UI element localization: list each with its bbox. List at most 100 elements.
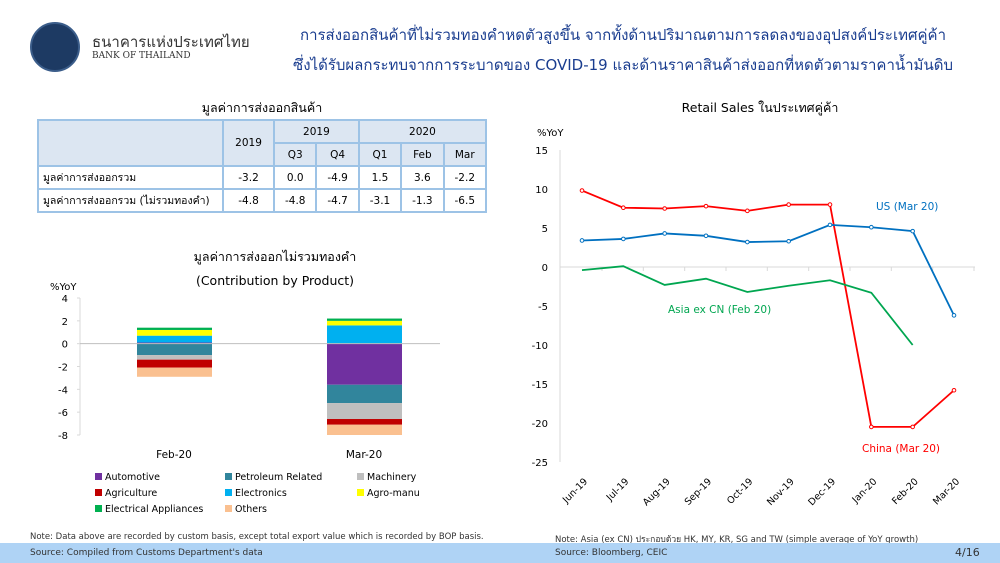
legend-item: Electronics: [225, 488, 287, 499]
data-point: [827, 222, 833, 228]
note-left: Note: Data above are recorded by custom …: [30, 532, 484, 542]
line-chart-title: Retail Sales ในประเทศคู่ค้า: [681, 100, 839, 115]
line-x-label: Aug-19: [641, 476, 673, 508]
bar-segment-petroleum-related: [327, 384, 402, 404]
line-y-tick: 10: [535, 185, 548, 196]
line-y-tick: -20: [532, 419, 548, 430]
footer-bar: Source: Compiled from Customs Department…: [0, 543, 1000, 563]
line-y-tick: -5: [538, 302, 548, 313]
slide-title: การส่งออกสินค้าที่ไม่รวมทองคำหดตัวสูงขึ้…: [258, 20, 988, 80]
data-point: [910, 424, 915, 430]
bar-segment-automotive: [327, 343, 402, 385]
legend-swatch: [95, 473, 102, 480]
cell: 3.6: [400, 165, 445, 190]
data-point: [951, 387, 957, 393]
data-point: [786, 202, 791, 207]
table-title: มูลค่าการส่งออกสินค้า: [201, 100, 323, 115]
series-line-2: [581, 265, 914, 346]
line-x-label: Jul-19: [604, 476, 632, 504]
data-point: [662, 231, 667, 236]
legend-swatch: [357, 489, 364, 496]
legend-label: Electronics: [235, 488, 287, 499]
bar-segment-agriculture: [327, 419, 402, 425]
bar-segment-machinery: [327, 403, 402, 420]
cell: -4.7: [315, 188, 360, 213]
bar-chart-title: มูลค่าการส่งออกไม่รวมทองคำ: [193, 249, 357, 264]
line-x-label: Nov-19: [765, 476, 797, 508]
bar-y-tick: -6: [58, 408, 68, 419]
legend-label: Electrical Appliances: [105, 504, 204, 515]
data-point: [703, 233, 709, 239]
logo-text-en: BANK OF THAILAND: [92, 51, 191, 61]
bar-segment-electrical-appliances: [137, 327, 212, 330]
series-label: Asia ex CN (Feb 20): [668, 304, 771, 316]
cell: -4.8: [221, 188, 276, 213]
data-point: [951, 313, 957, 318]
bar-y-tick: -8: [58, 431, 68, 442]
bar-segment-agro-manu: [327, 320, 402, 326]
series-label: US (Mar 20): [876, 201, 938, 213]
source-right: Source: Bloomberg, CEIC: [555, 548, 668, 558]
legend-item: Automotive: [95, 472, 160, 483]
bar-y-tick: -4: [58, 385, 68, 396]
legend-label: Machinery: [367, 472, 417, 483]
legend-item: Agriculture: [95, 488, 157, 499]
line-y-tick: 5: [542, 224, 548, 235]
bar-segment-electronics: [327, 325, 402, 344]
line-y-tick: 15: [535, 146, 548, 157]
legend-swatch: [225, 489, 232, 496]
logo-text-th: ธนาคารแห่งประเทศไทย: [92, 33, 250, 51]
bar-segment-automotive: [137, 342, 212, 344]
note-right: Note: Asia (ex CN) ประกอบด้วย HK, MY, KR…: [555, 535, 919, 545]
cell: -4.8: [273, 188, 318, 213]
title-line-2: ซึ่งได้รับผลกระทบจากการระบาดของ COVID-19…: [293, 56, 953, 74]
cell: 1.5: [357, 165, 403, 190]
cell: -4.9: [315, 165, 360, 190]
legend-swatch: [225, 505, 232, 512]
header-2019: 2019: [221, 119, 276, 167]
data-point: [621, 236, 626, 242]
bar-segment-petroleum-related: [137, 343, 212, 356]
bar-chart-subtitle: (Contribution by Product): [195, 273, 355, 288]
legend-label: Agriculture: [105, 488, 158, 499]
bar-segment-others: [137, 367, 212, 377]
cell: -3.2: [221, 165, 276, 190]
header-group-2020: 2020: [357, 119, 488, 144]
header-blank: [37, 119, 224, 167]
header-mar: Mar: [442, 142, 488, 167]
data-point: [827, 202, 833, 207]
bot-logo: [30, 22, 80, 72]
legend-item: Electrical Appliances: [95, 504, 203, 515]
line-y-tick: -25: [532, 458, 548, 469]
data-point: [745, 239, 750, 245]
line-x-label: Mar-20: [931, 476, 962, 507]
data-point: [869, 224, 874, 230]
title-line-1: การส่งออกสินค้าที่ไม่รวมทองคำหดตัวสูงขึ้…: [299, 26, 946, 44]
series-label: China (Mar 20): [862, 443, 940, 455]
line-y-tick: -10: [532, 341, 548, 352]
legend-label: Others: [235, 504, 267, 515]
bar-y-tick: -2: [58, 363, 68, 374]
header-q1: Q1: [357, 142, 403, 167]
series-line-0: [581, 189, 955, 428]
legend-item: Machinery: [357, 472, 416, 483]
line-x-label: Jan-20: [850, 476, 880, 506]
legend-item: Agro-manu: [357, 488, 420, 499]
bar-x-label: Feb-20: [156, 449, 192, 461]
line-y-tick: -15: [532, 380, 548, 391]
page-number: 4/16: [955, 546, 980, 559]
bar-y-tick: 2: [62, 317, 68, 328]
data-point: [662, 206, 667, 211]
bar-segment-agriculture: [137, 359, 212, 368]
cell: -1.3: [400, 188, 445, 213]
row-label: มูลค่าการส่งออกรวม (ไม่รวมทองคำ): [37, 188, 224, 213]
bar-segment-electronics: [137, 335, 212, 343]
cell: -2.2: [442, 165, 488, 190]
line-y-label: %YoY: [537, 128, 564, 139]
bar-chart-title-block: มูลค่าการส่งออกไม่รวมทองคำ (Contribution…: [120, 245, 430, 293]
header-q3: Q3: [273, 142, 318, 167]
legend-label: Agro-manu: [367, 488, 420, 499]
legend-item: Others: [225, 504, 267, 515]
source-left: Source: Compiled from Customs Department…: [30, 548, 263, 558]
export-table: 2019 2019 2020 Q3 Q4 Q1 Feb Mar มูลค่าการส่ง…: [37, 119, 488, 213]
